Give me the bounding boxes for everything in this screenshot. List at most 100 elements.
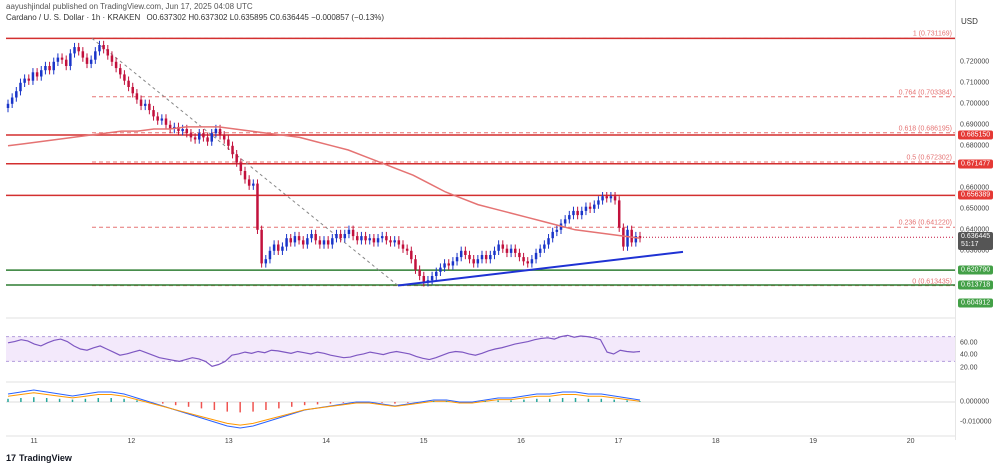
candle-body — [239, 162, 243, 171]
candle-body — [214, 129, 218, 134]
candle-body — [185, 129, 189, 134]
rsi-tick-label: 20.00 — [960, 364, 978, 372]
price-tick-label: 0.660000 — [960, 184, 990, 192]
candle-body — [256, 183, 259, 230]
candle-body — [10, 97, 14, 104]
candle-body — [198, 133, 201, 140]
candle-body — [202, 133, 205, 138]
fib-level-label: 0.764 (0.703384) — [898, 88, 952, 96]
candle-body — [389, 240, 392, 243]
tradingview-logo-icon: 17 — [6, 453, 17, 463]
candle-body — [23, 78, 26, 83]
candle-body — [339, 234, 342, 239]
fib-level-label: 0.236 (0.641220) — [898, 219, 952, 227]
candle-body — [6, 103, 10, 108]
candle-body — [306, 238, 309, 245]
candle-body — [218, 129, 222, 136]
candle-body — [397, 240, 401, 245]
candle-body — [127, 80, 130, 87]
price-tick-label: 0.710000 — [960, 79, 990, 87]
candle-body — [235, 154, 238, 163]
candle-body — [410, 250, 413, 260]
candle-body — [222, 135, 226, 140]
candle-body — [576, 210, 579, 216]
candle-body — [430, 276, 434, 281]
candle-body — [547, 238, 550, 245]
candle-body — [435, 271, 438, 276]
macd-tick-label: 0.000000 — [960, 398, 990, 406]
fib-level-label: 0.5 (0.672302) — [906, 154, 952, 162]
price-tick-label: 0.700000 — [960, 100, 990, 108]
candle-body — [181, 129, 184, 132]
candle-body — [40, 70, 43, 77]
current-price-tag: 0.636445 51:17 — [958, 232, 994, 251]
candle-body — [335, 234, 338, 239]
candle-body — [534, 252, 538, 260]
candle-body — [193, 137, 197, 140]
currency-label[interactable]: USD — [961, 17, 978, 26]
candle-body — [580, 210, 584, 216]
candle-body — [526, 261, 529, 264]
ascending-trendline — [397, 250, 684, 287]
candle-body — [110, 55, 114, 62]
macd-tick-label: -0.010000 — [960, 418, 992, 426]
candle-body — [252, 183, 255, 186]
price-tick-label: 0.690000 — [960, 121, 990, 129]
candle-body — [160, 118, 164, 121]
candle-body — [484, 255, 488, 260]
candle-body — [563, 219, 567, 224]
candle-body — [56, 57, 60, 62]
candle-body — [376, 238, 380, 243]
candle-body — [468, 255, 471, 260]
price-axis[interactable] — [955, 0, 1000, 440]
candle-body — [530, 259, 534, 264]
candle-body — [272, 244, 276, 251]
candle-body — [364, 236, 367, 241]
candle-body — [538, 248, 542, 253]
fib-level-label: 0 (0.613435) — [912, 277, 952, 285]
candle-body — [189, 133, 193, 138]
candle-body — [588, 206, 592, 209]
publisher-info: aayushjindal published on TradingView.co… — [6, 2, 253, 11]
candle-body — [634, 236, 638, 243]
candle-body — [472, 259, 475, 264]
candle-body — [347, 229, 351, 234]
candle-body — [156, 116, 159, 121]
symbol-title[interactable]: Cardano / U. S. Dollar · 1h · KRAKEN — [6, 13, 141, 22]
symbol-ohlc-line: Cardano / U. S. Dollar · 1h · KRAKEN O0.… — [6, 13, 388, 22]
price-tick-label: 0.630000 — [960, 247, 990, 255]
time-axis-label: 11 — [30, 438, 38, 445]
candle-body — [451, 261, 455, 266]
candle-body — [89, 59, 93, 64]
candle-body — [277, 244, 280, 251]
candle-body — [143, 103, 147, 106]
candle-body — [356, 236, 359, 241]
candle-body — [318, 240, 322, 245]
time-axis-label: 12 — [127, 438, 136, 445]
candle-body — [543, 244, 546, 249]
candle-body — [476, 259, 480, 264]
candle-body — [326, 240, 330, 245]
candle-body — [81, 51, 85, 58]
candle-body — [501, 244, 505, 249]
candle-body — [322, 240, 326, 245]
tradingview-logo[interactable]: 17 TradingView — [6, 453, 72, 463]
time-axis-label: 13 — [224, 438, 233, 445]
candle-body — [351, 229, 355, 237]
time-axis-label: 18 — [711, 438, 720, 445]
candle-body — [314, 234, 317, 241]
candle-body — [289, 238, 292, 243]
ohlc-values: O0.637302 H0.637302 L0.635895 C0.636445 … — [146, 13, 385, 22]
candle-body — [522, 257, 525, 262]
candle-body — [85, 57, 89, 64]
candle-body — [385, 236, 388, 241]
candle-body — [393, 240, 396, 243]
candle-body — [106, 49, 110, 56]
candle-body — [372, 238, 376, 243]
candle-body — [44, 66, 47, 71]
candle-body — [293, 236, 297, 243]
candle-body — [609, 196, 613, 199]
candle-body — [613, 196, 617, 201]
